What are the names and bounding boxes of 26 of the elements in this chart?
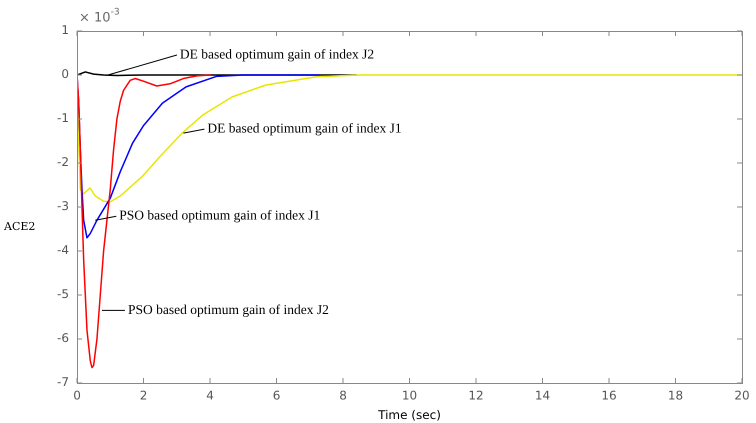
y-tick-label: -6 [57,331,69,346]
y-tick-label: -7 [57,375,69,390]
annotation: DE based optimum gain of index J1 [207,120,402,136]
x-tick-label: 0 [73,388,81,402]
x-tick-label: 14 [534,388,550,402]
annotation: PSO based optimum gain of index J1 [119,208,320,223]
x-axis-title: Time (sec) [377,408,441,422]
y-tick-label: -1 [57,111,69,126]
x-tick-label: 18 [668,388,684,402]
y-tick-label: -2 [57,155,69,170]
y-tick-label: 0 [61,67,69,82]
y-tick-label: -4 [57,243,69,258]
x-tick-label: 2 [140,388,148,402]
x-tick-label: 8 [339,388,347,402]
annotation: DE based optimum gain of index J2 [180,46,374,62]
annotation: PSO based optimum gain of index J2 [128,302,329,317]
x-tick-label: 4 [206,388,214,402]
x-tick-label: 12 [468,388,484,402]
x-tick-label: 20 [734,388,750,402]
y-tick-label: 1 [61,23,69,38]
y-axis-title: ACE2 [3,220,36,233]
x-tick-label: 6 [272,388,280,402]
x-tick-label: 16 [601,388,617,402]
y-tick-label: -5 [57,287,69,302]
x-tick-label: 10 [402,388,418,402]
y-tick-label: -3 [57,199,69,214]
